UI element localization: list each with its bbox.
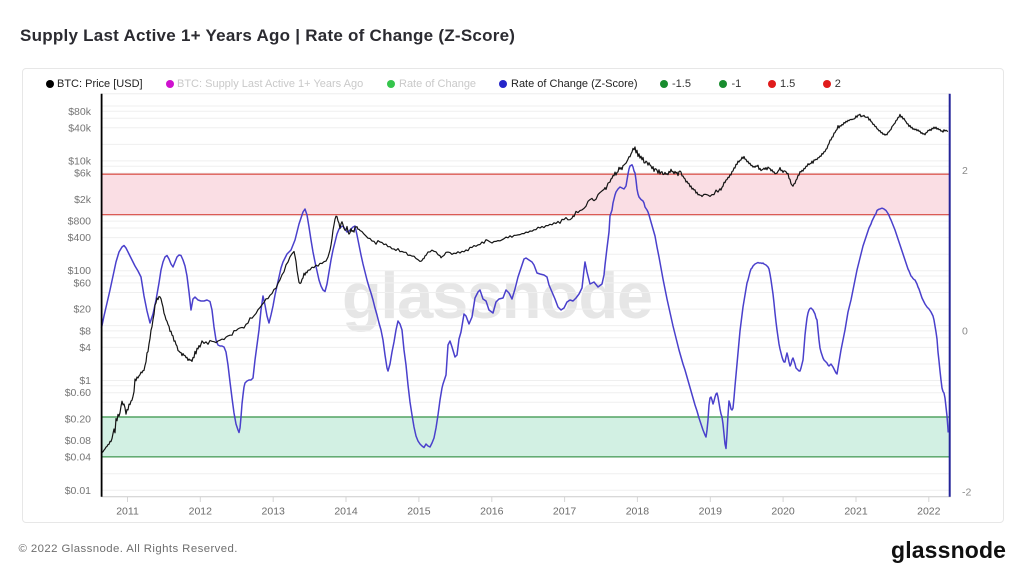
svg-text:2011: 2011 [116,506,139,518]
svg-text:$4: $4 [79,342,91,354]
svg-text:2013: 2013 [262,506,286,518]
svg-text:$60: $60 [73,277,91,289]
svg-text:$80k: $80k [68,106,92,118]
svg-text:$0.04: $0.04 [65,452,91,464]
svg-text:$8: $8 [79,325,91,337]
svg-text:$0.01: $0.01 [65,485,91,497]
svg-text:$800: $800 [68,216,92,228]
svg-text:2018: 2018 [626,506,650,518]
svg-text:$0.08: $0.08 [65,435,91,447]
svg-text:$40k: $40k [68,122,92,134]
svg-text:$6k: $6k [74,168,92,180]
svg-text:2019: 2019 [699,506,723,518]
svg-text:$10k: $10k [68,155,92,167]
svg-text:$0.20: $0.20 [65,413,91,425]
svg-text:2022: 2022 [917,506,941,518]
svg-text:$100: $100 [68,265,92,277]
svg-text:2014: 2014 [334,506,358,518]
svg-text:2017: 2017 [553,506,577,518]
svg-text:2016: 2016 [480,506,504,518]
svg-text:$400: $400 [68,232,92,244]
svg-text:$1: $1 [79,375,91,387]
svg-text:2020: 2020 [771,506,795,518]
svg-text:2015: 2015 [407,506,431,518]
svg-text:$2k: $2k [74,194,92,206]
svg-text:2012: 2012 [189,506,213,518]
svg-text:$0.60: $0.60 [65,387,91,399]
svg-text:2021: 2021 [844,506,868,518]
svg-text:0: 0 [962,325,968,337]
svg-text:2: 2 [962,165,968,177]
svg-text:$20: $20 [73,304,91,316]
svg-text:-2: -2 [962,487,971,499]
